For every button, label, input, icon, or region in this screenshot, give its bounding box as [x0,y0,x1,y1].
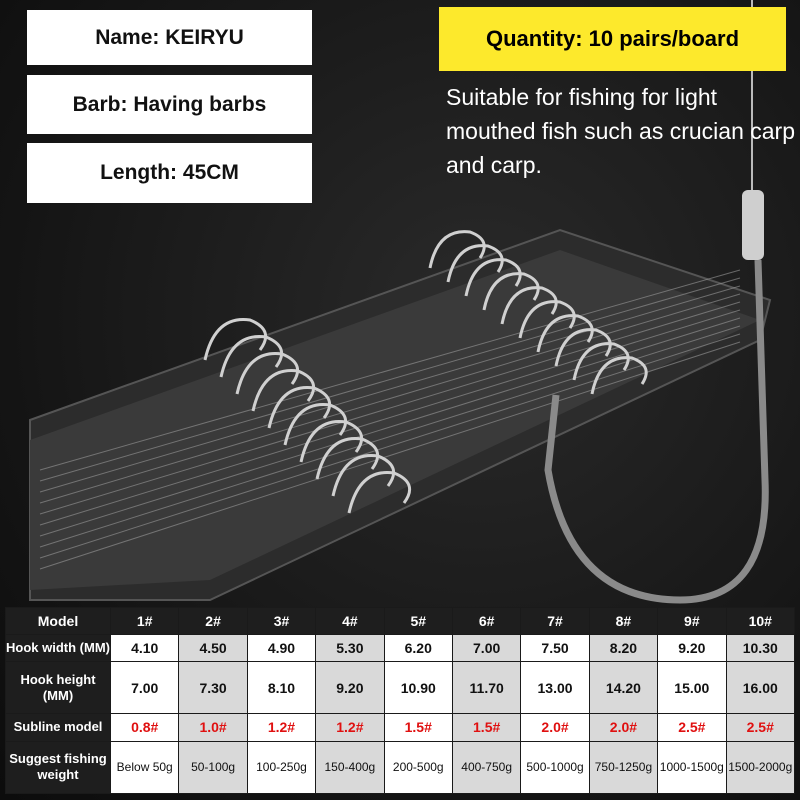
table-cell: 1000-1500g [657,740,727,794]
table-cell: 4.10 [109,634,180,663]
spec-table: Model 1# 2# 3# 4# 5# 6# 7# 8# 9# 10# Hook width (… [5,606,796,794]
hook [219,335,284,378]
snell-line [39,309,741,526]
snell-line [39,333,741,559]
table-cell: 9.20 [657,634,727,663]
table-cell: Below 50g [109,740,180,794]
header-model-10: 10# [725,606,796,636]
table-cell: 400-750g [451,740,522,794]
table-cell: 1.5# [383,713,453,742]
snell-line [39,293,741,504]
header-model-5: 5# [383,606,453,636]
table-cell: 1500-2000g [725,740,796,794]
table-cell: 13.00 [520,661,590,715]
hook [331,454,396,497]
length-label: Length: 45CM [27,143,312,203]
snell-line [39,341,741,570]
header-model-6: 6# [451,606,522,636]
table-cell: 15.00 [657,661,727,715]
header-model-7: 7# [520,606,590,636]
table-cell: 2.0# [588,713,659,742]
header-model-2: 2# [178,606,248,636]
header-model-1: 1# [109,606,180,636]
large-hook [544,259,769,604]
row-label: Hook height (MM) [5,661,111,715]
table-cell: 7.50 [520,634,590,663]
hook [464,258,522,297]
hook [235,352,300,395]
hook [251,369,316,412]
table-cell: 8.10 [246,661,317,715]
row-label: Suggest fishing weight [5,740,111,794]
table-cell: 750-1250g [588,740,659,794]
snell-line [39,317,741,537]
table-row: Suggest fishing weight Below 50g 50-100g 10… [5,740,796,794]
hook [299,420,364,463]
table-cell: 2.0# [520,713,590,742]
quantity-badge: Quantity: 10 pairs/board [439,7,786,71]
barb-label: Barb: Having barbs [27,75,312,134]
table-cell: 14.20 [588,661,659,715]
table-cell: 1.0# [178,713,248,742]
table-cell: 500-1000g [520,740,590,794]
table-cell: 9.20 [315,661,385,715]
table-cell: 1.2# [246,713,317,742]
table-cell: 2.5# [657,713,727,742]
table-cell: 7.00 [451,634,522,663]
table-cell: 4.50 [178,634,248,663]
header-model-4: 4# [315,606,385,636]
snell-line [39,325,741,548]
table-cell: 7.00 [109,661,180,715]
snell-line [39,285,741,493]
hook [518,300,576,339]
hook [315,437,380,480]
table-cell: 4.90 [246,634,317,663]
table-row: Hook height (MM) 7.00 7.30 8.10 9.20 10.90 11.… [5,661,796,715]
hook [590,356,648,395]
name-label: Name: KEIRYU [27,10,312,65]
hook [283,403,348,446]
hook [267,386,332,429]
table-header-row: Model 1# 2# 3# 4# 5# 6# 7# 8# 9# 10# [5,606,796,636]
table-cell: 10.90 [383,661,453,715]
row-label: Hook width (MM) [5,634,111,663]
table-cell: 150-400g [315,740,385,794]
table-cell: 1.2# [315,713,385,742]
table-cell: 16.00 [725,661,796,715]
table-cell: 6.20 [383,634,453,663]
description-text: Suitable for fishing for light mouthed f… [446,84,796,178]
table-cell: 8.20 [588,634,659,663]
table-row: Hook width (MM) 4.10 4.50 4.90 5.30 6.20 7.00 7… [5,634,796,663]
table-cell: 200-500g [383,740,453,794]
table-cell: 7.30 [178,661,248,715]
row-label: Subline model [5,713,111,742]
hook [428,230,486,269]
hook [347,471,412,514]
hook [446,244,504,283]
header-model-3: 3# [246,606,317,636]
header-model-8: 8# [588,606,659,636]
table-cell: 11.70 [451,661,522,715]
hook [482,272,540,311]
hook [203,318,268,361]
table-cell: 2.5# [725,713,796,742]
table-cell: 100-250g [246,740,317,794]
hook [554,328,612,367]
table-cell: 5.30 [315,634,385,663]
hook [536,314,594,353]
table-row: Subline model 0.8# 1.0# 1.2# 1.2# 1.5# 1.5# 2.0… [5,713,796,742]
header-model: Model [5,606,111,636]
header-model-9: 9# [657,606,727,636]
snell-line [39,277,741,482]
snell-line [39,301,741,515]
hook-knot [742,190,764,260]
table-cell: 0.8# [109,713,180,742]
hook [572,342,630,381]
table-cell: 1.5# [451,713,522,742]
table-cell: 50-100g [178,740,248,794]
table-cell: 10.30 [725,634,796,663]
snell-line [39,269,741,471]
hook [500,286,558,325]
